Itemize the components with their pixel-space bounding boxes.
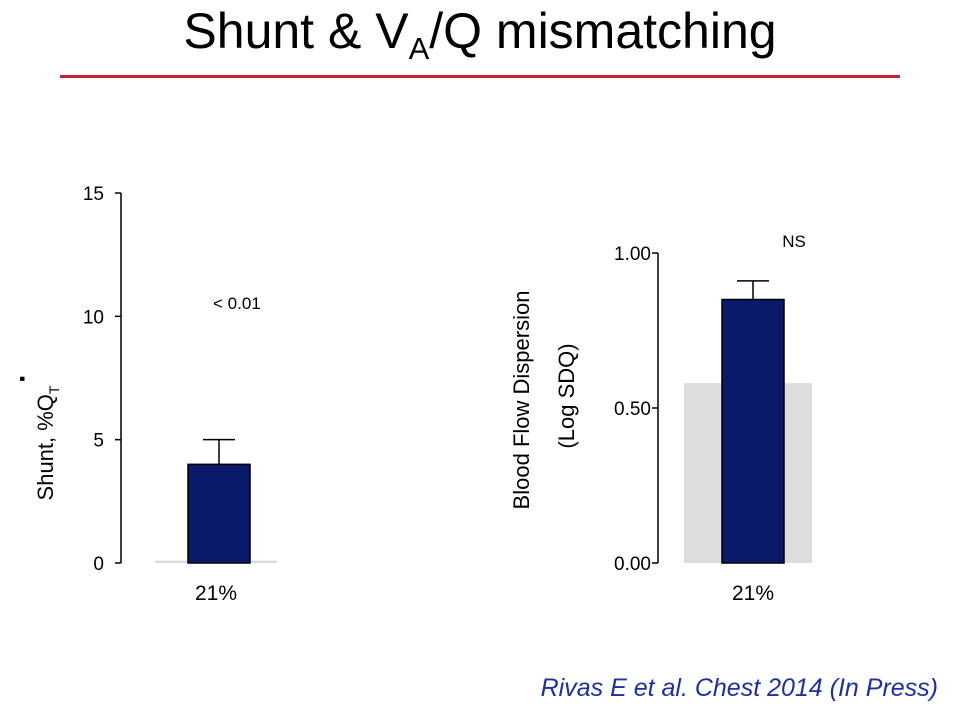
- y-axis-label-main: Shunt, %Q: [33, 394, 58, 500]
- significance-annotation: NS: [782, 232, 806, 251]
- y-axis-label-dot: ·: [6, 373, 39, 383]
- y-axis-label-subscript: T: [46, 385, 62, 394]
- y-axis-label-line1: Blood Flow Dispersion: [509, 291, 534, 510]
- bar: [721, 298, 785, 564]
- chart-2: 0.00 0.50 1.00 21% NS Blood Flow Dispersion (L…: [509, 232, 812, 605]
- y-tick-label: 10: [83, 307, 104, 328]
- category-label: 21%: [195, 582, 237, 605]
- y-tick-label: 0.00: [614, 554, 651, 575]
- slide-title: Shunt & VA/Q mismatching: [0, 0, 960, 64]
- citation: Rivas E et al. Chest 2014 (In Press): [540, 674, 938, 702]
- y-tick-label: 15: [83, 184, 104, 205]
- chart-1: 0 5 10 15 21% < 0.01 Shunt, %QT ·: [6, 184, 277, 605]
- category-label: 21%: [732, 582, 774, 605]
- title-subscript: A: [408, 31, 430, 66]
- y-tick-label: 5: [93, 431, 104, 452]
- significance-annotation: < 0.01: [213, 294, 261, 313]
- y-axis-label-line2: (Log SDQ): [554, 343, 579, 448]
- title-main: Shunt & V: [183, 3, 409, 59]
- y-tick-label: 1.00: [614, 244, 651, 265]
- y-tick-label: 0: [93, 554, 104, 575]
- y-tick-label: 0.50: [614, 399, 651, 420]
- title-end: /Q mismatching: [429, 3, 777, 59]
- title-divider: [60, 75, 900, 78]
- bar: [187, 463, 251, 564]
- y-axis-label: Shunt, %QT: [33, 385, 62, 500]
